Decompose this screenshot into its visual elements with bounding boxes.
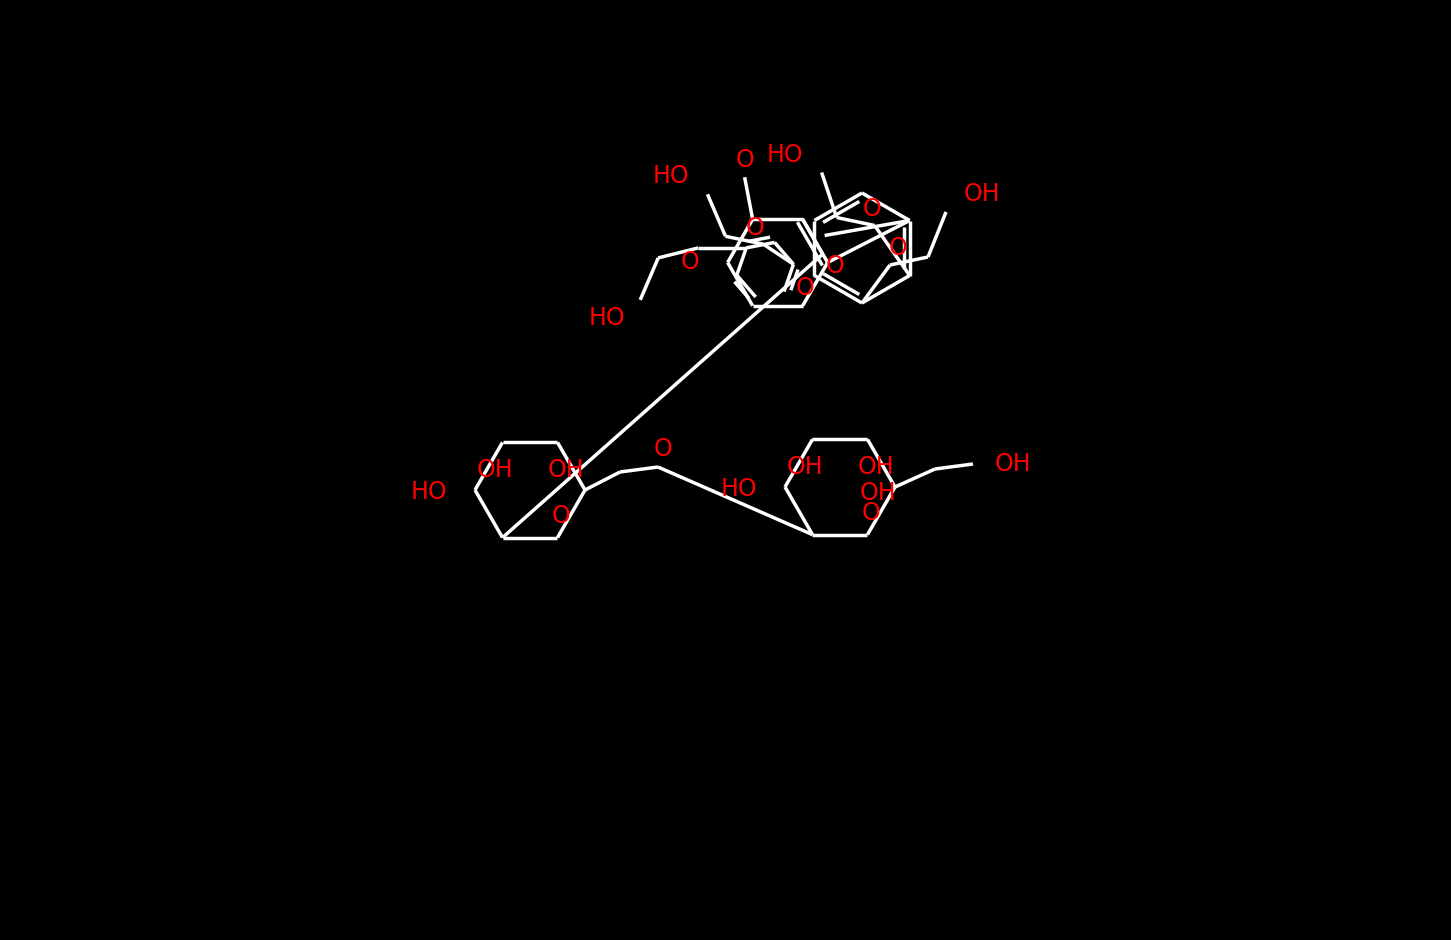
Text: O: O bbox=[795, 275, 814, 300]
Text: OH: OH bbox=[963, 182, 1001, 206]
Text: HO: HO bbox=[720, 477, 757, 501]
Text: OH: OH bbox=[859, 480, 895, 505]
Text: O: O bbox=[746, 216, 765, 241]
Text: HO: HO bbox=[768, 143, 804, 166]
Text: O: O bbox=[862, 501, 881, 525]
Text: O: O bbox=[553, 504, 570, 527]
Text: OH: OH bbox=[995, 452, 1032, 476]
Text: OH: OH bbox=[547, 459, 583, 482]
Text: HO: HO bbox=[653, 164, 689, 188]
Text: O: O bbox=[681, 250, 699, 274]
Text: O: O bbox=[862, 196, 881, 221]
Text: OH: OH bbox=[786, 455, 823, 479]
Text: OH: OH bbox=[476, 459, 512, 482]
Text: HO: HO bbox=[411, 480, 447, 504]
Text: OH: OH bbox=[858, 455, 894, 479]
Text: O: O bbox=[826, 254, 844, 278]
Text: O: O bbox=[736, 149, 755, 172]
Text: O: O bbox=[653, 437, 672, 461]
Text: HO: HO bbox=[589, 306, 625, 330]
Text: O: O bbox=[888, 236, 907, 260]
